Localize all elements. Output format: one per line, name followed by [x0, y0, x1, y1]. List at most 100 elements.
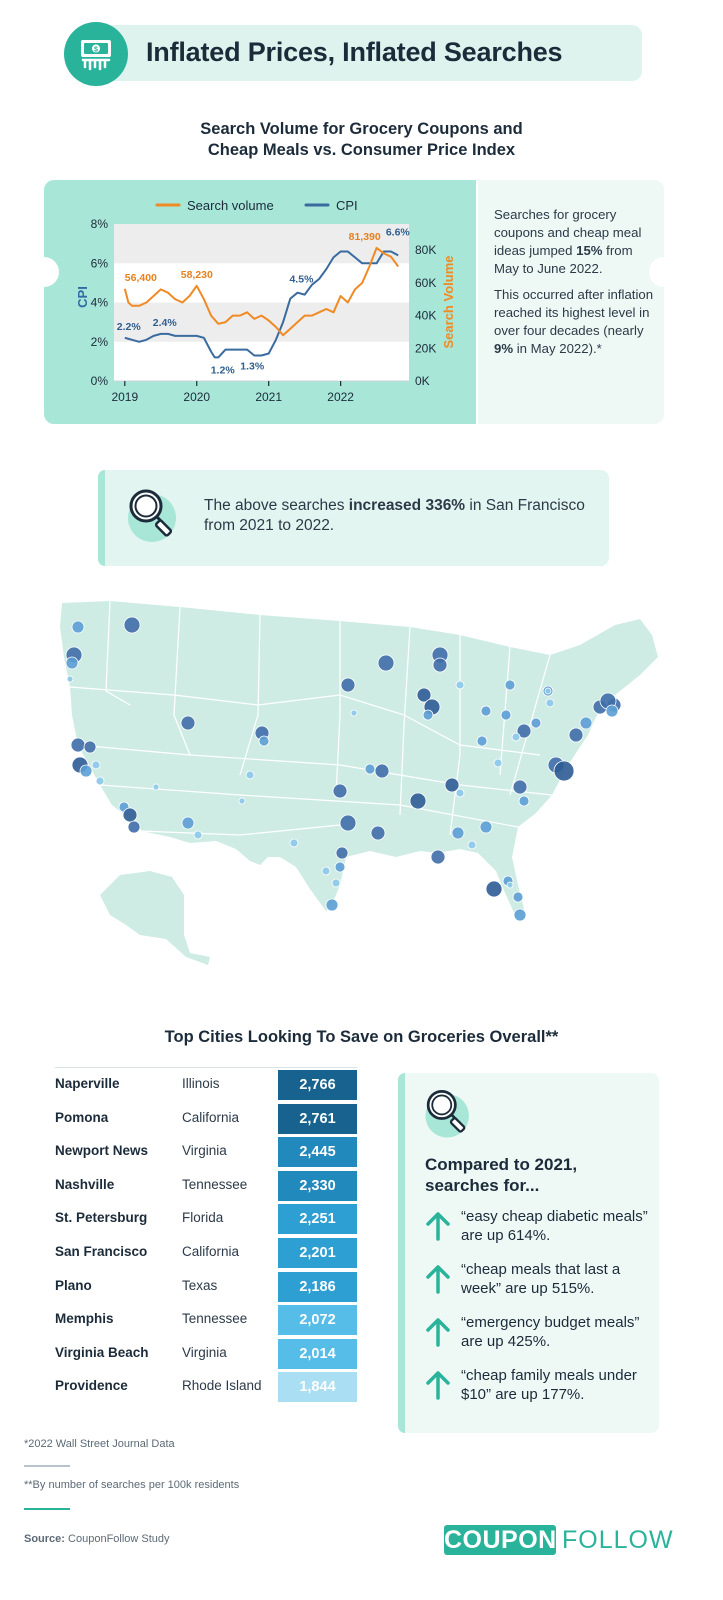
city-dot: [181, 816, 195, 830]
logo-coupon-part: COUPON: [444, 1525, 557, 1555]
city-dot: [83, 740, 97, 754]
compare-stat-text: “easy cheap diabetic meals” are up 614%.: [461, 1208, 648, 1244]
city-dot: [530, 717, 542, 729]
city-dot: [91, 760, 101, 770]
table-title: Top Cities Looking To Save on Groceries …: [164, 1028, 559, 1046]
city-name: Naperville: [55, 1076, 120, 1091]
left-tick-label: 4%: [91, 296, 109, 310]
city-dot: [432, 657, 448, 673]
compare-stat-text: “cheap family meals under $10” are up 17…: [461, 1367, 637, 1403]
magnifier-icon: [122, 484, 186, 548]
city-dots: [65, 616, 622, 922]
svg-text:$: $: [94, 47, 98, 54]
city-dot: [65, 656, 79, 670]
x-tick-label: 2022: [327, 390, 354, 404]
series-line-search-volume: [123, 246, 400, 337]
state-name: Florida: [182, 1210, 224, 1226]
alaska-shape: [100, 871, 210, 965]
state-name: Virginia: [182, 1143, 227, 1159]
legend-label-cpi: CPI: [336, 198, 358, 213]
right-axis-ticks: 0K 20K 40K 60K 80K: [415, 243, 436, 388]
search-count: 2,445: [278, 1137, 357, 1168]
city-dot: [493, 758, 503, 768]
search-count: 2,330: [278, 1170, 357, 1201]
state-name: Rhode Island: [182, 1378, 262, 1394]
logo-follow-part: FOLLOW: [562, 1526, 674, 1554]
arrow-up-icon: [426, 1212, 450, 1241]
city-dot: [504, 679, 516, 691]
state-name: Tennessee: [182, 1176, 248, 1192]
right-tick-label: 20K: [415, 341, 436, 355]
city-dot: [79, 764, 93, 778]
city-dot: [245, 770, 255, 780]
city-dot: [374, 763, 390, 779]
state-name: Tennessee: [182, 1311, 248, 1327]
city-dot: [70, 737, 86, 753]
compare-stat: “easy cheap diabetic meals” are up 614%.: [425, 1207, 650, 1253]
data-label: 2.4%: [153, 317, 178, 329]
city-dot: [238, 797, 246, 805]
city-dot: [513, 908, 527, 922]
arrow-up-icon: [426, 1265, 450, 1294]
city-name: St. Petersburg: [55, 1210, 148, 1226]
compare-stat-text: “cheap meals that last a week” are up 51…: [461, 1261, 621, 1297]
table-row: Naperville Illinois 2,766: [55, 1070, 360, 1100]
data-label: 56,400: [125, 272, 157, 284]
footnote-divider: [24, 1465, 70, 1467]
us-mainland-shape: [60, 601, 658, 917]
city-dot: [479, 820, 493, 834]
callout-text: The above searches increased 336% in San…: [204, 497, 585, 534]
state-name: Illinois: [182, 1076, 220, 1091]
city-dot: [340, 677, 356, 693]
city-name: Newport News: [55, 1143, 149, 1159]
city-dot: [71, 620, 85, 634]
state-name: California: [182, 1109, 240, 1125]
us-map: [60, 600, 658, 965]
city-dot: [506, 881, 514, 889]
x-tick-label: 2021: [255, 390, 282, 404]
city-dot: [127, 820, 141, 834]
table-row: San Francisco California 2,201: [55, 1238, 360, 1268]
table-row: Providence Rhode Island 1,844: [55, 1372, 360, 1403]
city-dot: [485, 880, 503, 898]
money-icon: $: [64, 22, 128, 86]
search-count: 2,201: [278, 1238, 357, 1268]
city-dot: [512, 891, 524, 903]
header-banner: [76, 25, 642, 81]
x-tick-label: 2020: [183, 390, 210, 404]
chart-title-line2: Cheap Meals vs. Consumer Price Index: [207, 141, 516, 159]
city-name: San Francisco: [55, 1244, 148, 1259]
city-dot: [409, 792, 427, 810]
data-label: 58,230: [181, 269, 213, 281]
compare-accent-bar: [398, 1073, 405, 1433]
city-dot: [377, 654, 395, 672]
gridline-bands: [114, 224, 409, 382]
side-note-text: Searches for grocery coupons and cheap m…: [494, 207, 654, 356]
city-dot: [451, 826, 465, 840]
ticket-notch-left: [29, 257, 59, 287]
city-dot: [258, 735, 270, 747]
state-name: California: [182, 1244, 240, 1259]
data-label: 6.6%: [386, 226, 411, 238]
city-dot: [545, 698, 555, 708]
city-dot: [511, 732, 521, 742]
city-dot: [370, 825, 386, 841]
table-row: Memphis Tennessee 2,072: [55, 1305, 360, 1336]
left-tick-label: 0%: [91, 374, 109, 388]
footnote-wsj: *2022 Wall Street Journal Data: [24, 1438, 175, 1450]
city-dot: [430, 849, 446, 865]
search-count: 2,251: [278, 1204, 357, 1235]
data-labels: 56,400 58,230 81,390 2.2% 2.4% 1.2% 1.3% 4.5% 6.…: [117, 226, 411, 376]
right-tick-label: 80K: [415, 243, 436, 257]
right-axis-label: Search Volume: [441, 256, 456, 349]
city-dot: [516, 723, 532, 739]
x-axis-ticks: 2019 2020 2021 2022: [111, 381, 354, 404]
compare-stat: “cheap meals that last a week” are up 51…: [425, 1260, 650, 1306]
city-dot: [500, 709, 512, 721]
compare-stat: “emergency budget meals” are up 425%.: [425, 1313, 650, 1359]
city-dot: [331, 878, 341, 888]
search-count: 2,766: [278, 1070, 357, 1100]
city-name: Plano: [55, 1277, 92, 1293]
series-lines: [123, 246, 400, 359]
city-name: Pomona: [55, 1109, 109, 1125]
